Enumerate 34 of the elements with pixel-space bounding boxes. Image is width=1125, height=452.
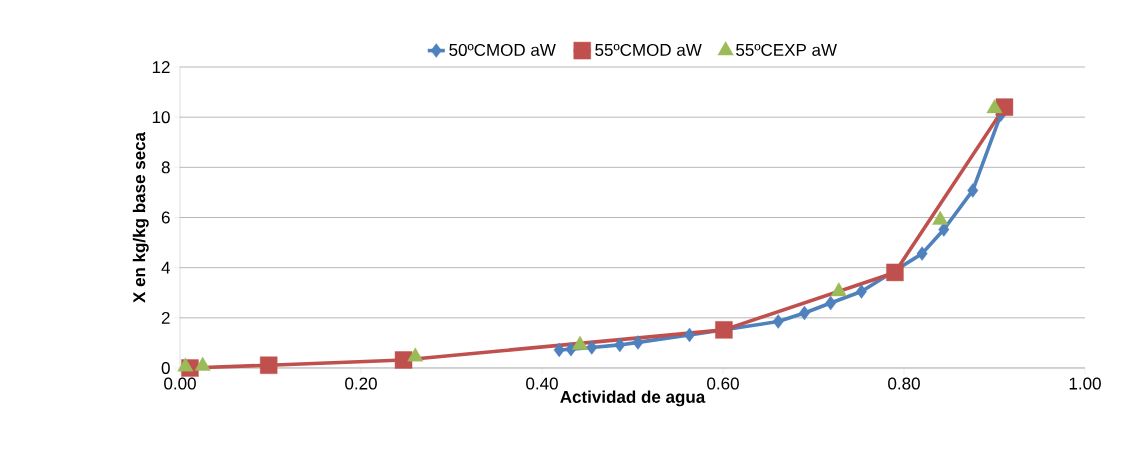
- point: [715, 321, 733, 339]
- point: [586, 340, 598, 355]
- point: [938, 222, 950, 237]
- point: [614, 337, 626, 353]
- x-tick-label: 0.00: [164, 377, 196, 390]
- legend-label: 50ºCMOD aW: [449, 43, 556, 56]
- legend-label: 55ºCMOD aW: [595, 43, 702, 56]
- point: [632, 335, 644, 350]
- point: [260, 356, 278, 374]
- y-tick-label: 10: [152, 111, 170, 124]
- y-tick-label: 2: [161, 311, 170, 324]
- point: [830, 282, 847, 297]
- point: [553, 342, 565, 358]
- x-tick-label: 1.00: [1069, 377, 1101, 390]
- point: [772, 314, 784, 329]
- legend-label: 55ºCEXP aW: [736, 43, 837, 56]
- x-tick-label: 0.80: [888, 377, 920, 390]
- point: [967, 183, 979, 198]
- point: [394, 351, 413, 369]
- y-tick-label: 4: [161, 261, 170, 274]
- x-tick-label: 0.60: [707, 377, 739, 390]
- point: [986, 99, 1003, 114]
- y-tick-label: 8: [161, 161, 170, 174]
- x-tick-label: 0.40: [526, 377, 558, 390]
- x-axis-title: Actividad de agua: [560, 390, 706, 407]
- x-tick-label: 0.20: [345, 377, 377, 390]
- y-tick-label: 6: [161, 211, 170, 224]
- y-tick-label: 12: [152, 61, 170, 73]
- y-axis-title: X en kg/kg base seca: [132, 131, 149, 303]
- y-tick-label: 0: [161, 361, 170, 375]
- point: [825, 295, 837, 311]
- point: [886, 263, 904, 282]
- point: [916, 246, 928, 261]
- point: [856, 284, 867, 299]
